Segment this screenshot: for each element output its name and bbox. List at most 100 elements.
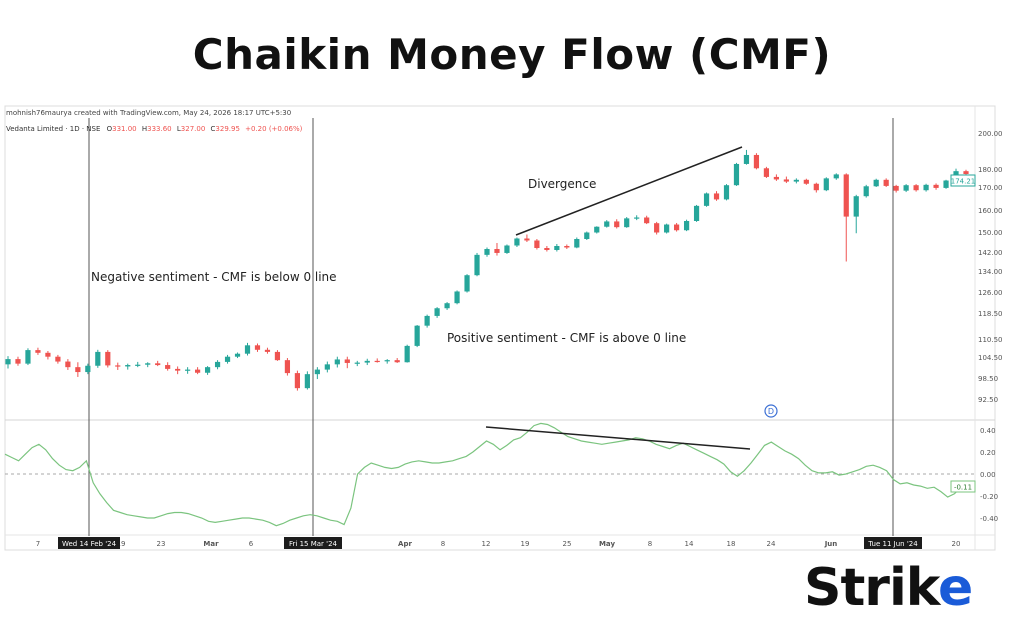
candle-body [5, 359, 11, 365]
candle-body [85, 365, 91, 373]
dividend-icon[interactable]: D [764, 404, 778, 418]
chart-frame [4, 105, 996, 551]
time-tick-label: 8 [441, 540, 445, 548]
time-tick-label: 20 [952, 540, 961, 548]
marker-label-jun: Tue 11 Jun '24 [867, 540, 918, 548]
candle-body [314, 369, 320, 375]
time-tick-label: Mar [203, 540, 219, 548]
candle-body [763, 168, 770, 177]
time-tick-label: 14 [685, 540, 694, 548]
marker-label-feb: Wed 14 Feb '24 [62, 540, 117, 548]
page-title: Chaikin Money Flow (CMF) [192, 30, 832, 79]
candle-body [354, 362, 360, 364]
candle-body [863, 186, 869, 197]
price-tick-label: 134.00 [978, 268, 1003, 276]
time-tick-label: 19 [521, 540, 530, 548]
candle-body [444, 303, 450, 309]
open-label: O [107, 125, 113, 133]
price-tick-label: 200.00 [978, 130, 1003, 138]
time-tick-label: 18 [727, 540, 736, 548]
candle-body [35, 350, 41, 353]
price-tick-label: 150.00 [978, 229, 1003, 237]
candle-body [654, 223, 660, 233]
candle-body [55, 356, 61, 362]
candle-body [723, 185, 730, 200]
candle-body [454, 291, 460, 304]
candle-body [963, 171, 969, 175]
time-tick-label: 19 [117, 540, 126, 548]
candle-body [214, 361, 221, 368]
candle-body [923, 184, 929, 191]
candle-body [624, 218, 630, 228]
cmf-divergence-line [485, 426, 751, 450]
time-tick-label: 25 [563, 540, 572, 548]
marker-box-jun [864, 537, 922, 549]
candle-body [204, 367, 211, 373]
candle-body [584, 232, 590, 239]
candle-body [274, 351, 281, 361]
candle-body [813, 183, 819, 191]
ohlc-header: Vedanta Limited · 1D · NSE O331.00 H333.… [6, 125, 303, 133]
candle-body [514, 238, 520, 246]
candle-body [843, 174, 849, 217]
high-label: H [142, 125, 147, 133]
candle-body [155, 363, 161, 366]
marker-box-mar [284, 537, 342, 549]
time-tick-label: May [599, 540, 615, 548]
price-tick-label: 142.00 [978, 249, 1003, 257]
candle-body [733, 163, 740, 186]
candle-body [344, 359, 350, 363]
price-tick-label: 104.50 [978, 354, 1003, 362]
candle-body [823, 178, 829, 191]
time-axis: 7 19 23 Mar 6 Apr 8 12 19 25 May 8 14 18 24 Jun 20 [36, 540, 961, 548]
candle-body [264, 349, 271, 352]
candle-body [304, 374, 310, 389]
candle-body [943, 180, 949, 188]
cmf-tick-label: 0.00 [980, 471, 996, 479]
candle-body [165, 365, 171, 369]
candle-body [25, 350, 31, 364]
candle-body [434, 308, 440, 316]
candle-body [534, 240, 540, 248]
candle-body [364, 360, 370, 363]
change-value: +0.20 (+0.06%) [245, 125, 303, 133]
candle-body [594, 226, 600, 233]
candle-body [693, 205, 700, 221]
candle-body [803, 179, 809, 184]
last-cmf-label: -0.11 [954, 484, 972, 492]
cmf-line [4, 422, 969, 527]
cmf-axis: 0.40 0.20 0.00 -0.20 -0.40 [980, 427, 998, 523]
candle-body [833, 174, 839, 179]
price-tick-label: 126.00 [978, 289, 1003, 297]
candle-body [464, 275, 470, 292]
low-value: 327.00 [181, 125, 206, 133]
candle-body [424, 315, 430, 326]
candle-body [644, 217, 650, 224]
close-label: C [211, 125, 216, 133]
candle-body [574, 239, 580, 248]
cmf-tick-label: 0.20 [980, 449, 996, 457]
candle-body [224, 356, 231, 362]
price-tick-label: 180.00 [978, 166, 1003, 174]
candle-body [664, 224, 670, 233]
candle-body [334, 359, 340, 365]
candle-body [195, 369, 201, 373]
candle-body [234, 353, 241, 357]
svg-text:D: D [768, 407, 774, 416]
price-axis: 200.00 180.00 170.00 160.00 150.00 142.00 134.… [978, 130, 1003, 404]
close-value: 329.95 [215, 125, 240, 133]
price-divergence-line [515, 146, 743, 236]
candle-body [95, 351, 101, 366]
candle-body [564, 246, 570, 248]
annotation-divergence: Divergence [528, 177, 596, 191]
candle-body [683, 221, 690, 231]
chart-credit: mohnish76maurya created with TradingView… [6, 109, 291, 117]
price-tick-label: 92.50 [978, 396, 998, 404]
candle-body [384, 360, 390, 362]
candle-body [873, 179, 879, 187]
candle-body [614, 221, 620, 228]
candle-body [324, 364, 330, 370]
candle-body [883, 179, 889, 186]
candle-body [175, 368, 181, 371]
